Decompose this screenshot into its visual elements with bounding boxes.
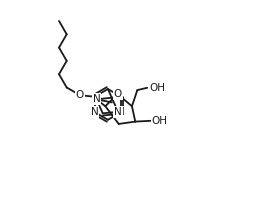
Text: N: N — [117, 107, 125, 117]
Text: O: O — [114, 89, 122, 99]
Text: N: N — [114, 107, 122, 117]
Text: OH: OH — [152, 116, 168, 126]
Text: OH: OH — [149, 83, 165, 93]
Text: O: O — [76, 90, 84, 100]
Text: N: N — [91, 107, 98, 117]
Text: N: N — [93, 94, 100, 104]
